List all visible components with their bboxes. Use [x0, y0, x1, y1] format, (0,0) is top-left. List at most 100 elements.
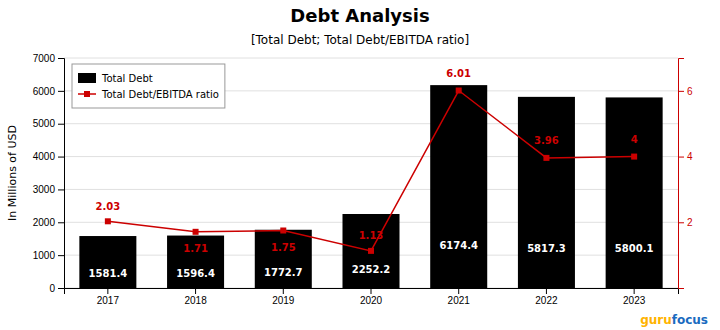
legend-swatch-marker [84, 91, 90, 97]
y-tick-mark [58, 58, 64, 59]
x-tick: 2017 [97, 288, 120, 306]
ratio-label: 4 [631, 134, 638, 145]
chart: 2017 2018 2019 2020 2021 2022 2023 0 1000 2000 300… [0, 0, 720, 330]
x-tick-label: 2018 [184, 295, 207, 306]
y-tick: 2000 [33, 217, 64, 228]
y-tick: 6000 [33, 86, 64, 97]
bar [518, 97, 575, 288]
y-axis-line [58, 59, 65, 289]
bar-label: 1772.7 [264, 267, 303, 278]
y2-axis-line [679, 59, 685, 289]
bar-label: 5817.3 [527, 243, 566, 254]
y-tick: 3000 [33, 184, 64, 195]
ratio-label: 3.96 [534, 135, 559, 146]
y2-tick-mark [678, 157, 684, 158]
bar-label: 6174.4 [439, 240, 478, 251]
ratio-line [108, 91, 634, 251]
y-tick-mark [58, 124, 64, 125]
x-tick-mark [107, 288, 108, 294]
x-tick-label: 2021 [448, 295, 471, 306]
subtitle: [Total Debt; Total Debt/EBITDA ratio] [251, 33, 469, 47]
x-tick-label: 2019 [272, 295, 295, 306]
ratio-label: 6.01 [446, 68, 471, 79]
y-tick-mark [58, 91, 64, 92]
y-tick-mark [58, 255, 64, 256]
bar [167, 236, 224, 288]
title: Debt Analysis [290, 5, 429, 26]
y2-tick-mark [678, 222, 684, 223]
y-tick-mark [58, 222, 64, 223]
bar [606, 97, 663, 288]
y-tick-mark [58, 288, 64, 289]
y2-tick: 2 [678, 217, 693, 228]
bar [342, 214, 399, 288]
ratio-label: 1.71 [183, 243, 208, 254]
marker [368, 248, 374, 254]
grid-line [64, 123, 678, 124]
watermark: gurufocus [640, 313, 708, 327]
x-tick: 2021 [448, 288, 471, 306]
y-tick-label: 5000 [33, 118, 56, 129]
grid-line [64, 58, 678, 59]
x-tick-label: 2020 [360, 295, 383, 306]
bar [255, 230, 312, 288]
legend: Total Debt Total Debt/EBITDA ratio [72, 64, 225, 108]
y2-tick-label: 6 [687, 86, 693, 97]
x-tick: 2020 [360, 288, 383, 306]
y-tick-mark [58, 189, 64, 190]
marker [543, 155, 549, 161]
x-tick-mark [458, 288, 459, 294]
y-tick: 1000 [33, 250, 64, 261]
y2-tick: 4 [678, 151, 693, 162]
bar-label: 1581.4 [89, 268, 128, 279]
y-tick: 4000 [33, 151, 64, 162]
x-tick-label: 2017 [97, 295, 120, 306]
x-tick: 2019 [272, 288, 295, 306]
x-tick-mark [546, 288, 547, 294]
y-tick: 7000 [33, 53, 64, 64]
x-tick: 2022 [535, 288, 558, 306]
y2-tick-mark [678, 91, 684, 92]
x-axis-line [65, 289, 679, 295]
y-tick: 5000 [33, 118, 64, 129]
y-tick-mark [58, 157, 64, 158]
y-tick-label: 3000 [33, 184, 56, 195]
bar-label: 2252.2 [352, 264, 391, 275]
y2-tick: 6 [678, 86, 693, 97]
watermark-part: guru [640, 313, 672, 327]
legend-label: Total Debt [101, 73, 153, 84]
marker [193, 229, 199, 235]
x-tick-mark [195, 288, 196, 294]
marker [631, 154, 637, 160]
y-tick-label: 7000 [33, 53, 56, 64]
y-axis: 0 1000 2000 3000 4000 5000 6000 7000 [33, 53, 65, 294]
y2-axis: 2 4 6 [678, 59, 693, 289]
y-tick-label: 6000 [33, 86, 56, 97]
y-tick-label: 1000 [33, 250, 56, 261]
bar [79, 236, 136, 288]
grid-line [64, 189, 678, 190]
bar-label: 5800.1 [615, 243, 654, 254]
marker [280, 228, 286, 234]
x-tick-mark [371, 288, 372, 294]
x-tick: 2018 [184, 288, 207, 306]
marks [79, 85, 662, 288]
legend-box [72, 64, 225, 108]
x-axis: 2017 2018 2019 2020 2021 2022 2023 [65, 288, 679, 306]
y-tick-label: 0 [49, 283, 55, 294]
x-tick: 2023 [623, 288, 646, 306]
bar-label: 1596.4 [176, 268, 215, 279]
y2-tick-label: 2 [687, 217, 693, 228]
y-tick: 0 [49, 283, 64, 294]
y2-tick-label: 4 [687, 151, 693, 162]
ratio-label: 1.75 [271, 242, 296, 253]
bar [430, 85, 487, 288]
grid [64, 58, 678, 288]
x-tick-mark [283, 288, 284, 294]
ratio-label: 1.13 [359, 230, 384, 241]
legend-label: Total Debt/EBITDA ratio [101, 89, 219, 100]
y-axis-title: In Millions of USD [6, 125, 19, 221]
y-tick-label: 4000 [33, 151, 56, 162]
x-tick-label: 2023 [623, 295, 646, 306]
watermark-part: ocus [677, 313, 708, 327]
